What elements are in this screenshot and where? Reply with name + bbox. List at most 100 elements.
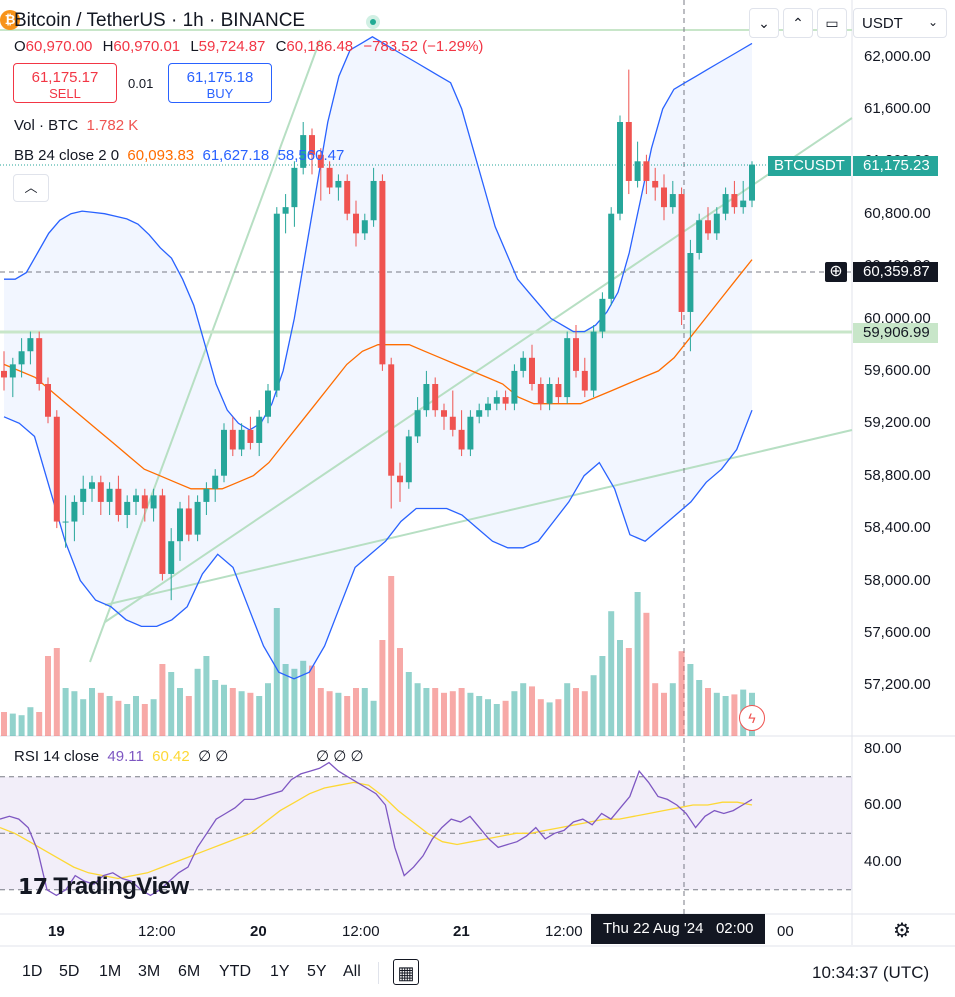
candle-body xyxy=(212,475,219,489)
timeframe-button-1m[interactable]: 1M xyxy=(99,963,122,980)
candle-body xyxy=(476,410,483,417)
sell-button[interactable]: 61,175.17 SELL xyxy=(13,63,117,103)
calendar-range-icon[interactable]: ▦ xyxy=(393,959,419,985)
volume-bar xyxy=(247,692,254,736)
add-alert-icon[interactable]: ⊕ xyxy=(825,262,847,282)
symbol-tag: BTCUSDT xyxy=(768,156,851,176)
volume-bar xyxy=(344,696,351,736)
candle-body xyxy=(731,194,738,208)
symbol-title[interactable]: Bitcoin / TetherUS · 1h · BINANCE xyxy=(14,10,306,31)
rsi-tick-label: 60.00 xyxy=(864,796,902,813)
timeframe-button-6m[interactable]: 6M xyxy=(178,963,201,980)
rsi-empty-values: ∅ ∅ ∅ xyxy=(316,748,364,765)
price-tick-label: 60,000.00 xyxy=(864,309,931,327)
candle-body xyxy=(317,154,324,168)
timeframe-button-3m[interactable]: 3M xyxy=(138,963,161,980)
collapse-icon[interactable]: ⌃ xyxy=(783,8,813,38)
timeframe-button-5y[interactable]: 5Y xyxy=(307,963,327,980)
volume-bar xyxy=(291,668,298,736)
volume-bar xyxy=(555,699,562,736)
candle-body xyxy=(300,135,307,168)
level-price-tag: 59,906.99 xyxy=(853,323,938,343)
rsi-legend[interactable]: RSI 14 close 49.11 60.42 ∅ ∅ xyxy=(14,748,229,765)
timeframe-button-all[interactable]: All xyxy=(343,963,361,980)
utc-clock[interactable]: 10:34:37 (UTC) xyxy=(812,963,930,982)
volume-bar xyxy=(643,612,650,736)
gear-icon[interactable]: ⚙ xyxy=(893,920,911,942)
volume-bar xyxy=(265,683,271,736)
price-tick-label: 58,400.00 xyxy=(864,519,931,537)
volume-bar xyxy=(256,696,263,736)
candle-body xyxy=(71,501,78,522)
volume-bar xyxy=(141,704,148,736)
volume-bar xyxy=(238,691,245,736)
volume-bar xyxy=(370,700,377,736)
volume-legend[interactable]: Vol · BTC 1.782 K xyxy=(14,117,139,134)
volume-bar xyxy=(379,640,386,736)
time-tick-label: 20 xyxy=(250,923,267,940)
candle-body xyxy=(564,338,571,398)
candle-body xyxy=(749,164,755,201)
candle-body xyxy=(511,370,518,404)
time-tick-label: 19 xyxy=(48,923,65,940)
volume-bar xyxy=(502,700,509,736)
candle-body xyxy=(238,429,245,450)
volume-bar xyxy=(705,688,711,736)
candle-body xyxy=(573,338,579,371)
volume-bar xyxy=(423,688,430,736)
timeframe-button-1y[interactable]: 1Y xyxy=(270,963,290,980)
volume-bar xyxy=(458,688,465,736)
timeframe-button-ytd[interactable]: YTD xyxy=(219,963,251,980)
candle-body xyxy=(388,364,395,476)
volume-bar xyxy=(713,692,720,736)
candle-body xyxy=(449,416,456,430)
candle-body xyxy=(89,482,95,489)
volume-bar xyxy=(9,713,16,736)
volume-bar xyxy=(27,707,34,736)
timeframe-button-5d[interactable]: 5D xyxy=(59,963,80,980)
price-tick-label: 59,600.00 xyxy=(864,361,931,379)
candle-body xyxy=(203,488,210,502)
price-change: −783.52 (−1.29%) xyxy=(363,38,484,55)
volume-bar xyxy=(309,665,315,736)
candle-body xyxy=(18,351,25,365)
bollinger-legend[interactable]: BB 24 close 2 0 60,093.83 61,627.18 58,5… xyxy=(14,147,345,164)
candle-body xyxy=(309,135,315,155)
volume-bar xyxy=(493,704,500,736)
collapse-legend-button[interactable]: ︿ xyxy=(13,174,49,202)
buy-button[interactable]: 61,175.18 BUY xyxy=(168,63,272,103)
candle-body xyxy=(485,403,491,411)
tradingview-logo: 𝟭𝟳 TradingView xyxy=(18,873,189,900)
volume-bar xyxy=(62,688,69,736)
candle-body xyxy=(62,521,69,523)
candle-body xyxy=(678,194,685,312)
volume-bar xyxy=(80,699,87,736)
chevron-down-icon[interactable]: ⌄ xyxy=(749,8,779,38)
candle-body xyxy=(502,397,509,404)
volume-bar xyxy=(97,692,104,736)
fullscreen-icon[interactable]: ▭ xyxy=(817,8,847,38)
volume-bar xyxy=(485,699,491,736)
time-tick-tail: 00 xyxy=(777,923,794,940)
timeframe-button-1d[interactable]: 1D xyxy=(22,963,43,980)
volume-bar xyxy=(115,700,122,736)
candle-body xyxy=(441,410,447,417)
candle-body xyxy=(326,167,333,188)
ohlc-legend: O60,970.00 H60,970.01 L59,724.87 C60,186… xyxy=(14,38,484,55)
price-tick-label: 58,800.00 xyxy=(864,466,931,484)
currency-select[interactable]: USDT ⌄ xyxy=(853,8,947,38)
candle-body xyxy=(397,475,403,483)
candle-body xyxy=(581,370,588,391)
volume-bar xyxy=(529,686,535,736)
volume-bar xyxy=(317,688,324,736)
volume-bar xyxy=(212,680,219,736)
volume-bar xyxy=(221,684,227,736)
candle-body xyxy=(141,495,148,509)
candle-body xyxy=(423,384,430,411)
candle-body xyxy=(185,508,192,535)
lightning-icon[interactable]: ϟ xyxy=(739,705,765,731)
candle-body xyxy=(652,180,659,188)
candle-body xyxy=(740,200,747,208)
candle-body xyxy=(361,220,368,234)
